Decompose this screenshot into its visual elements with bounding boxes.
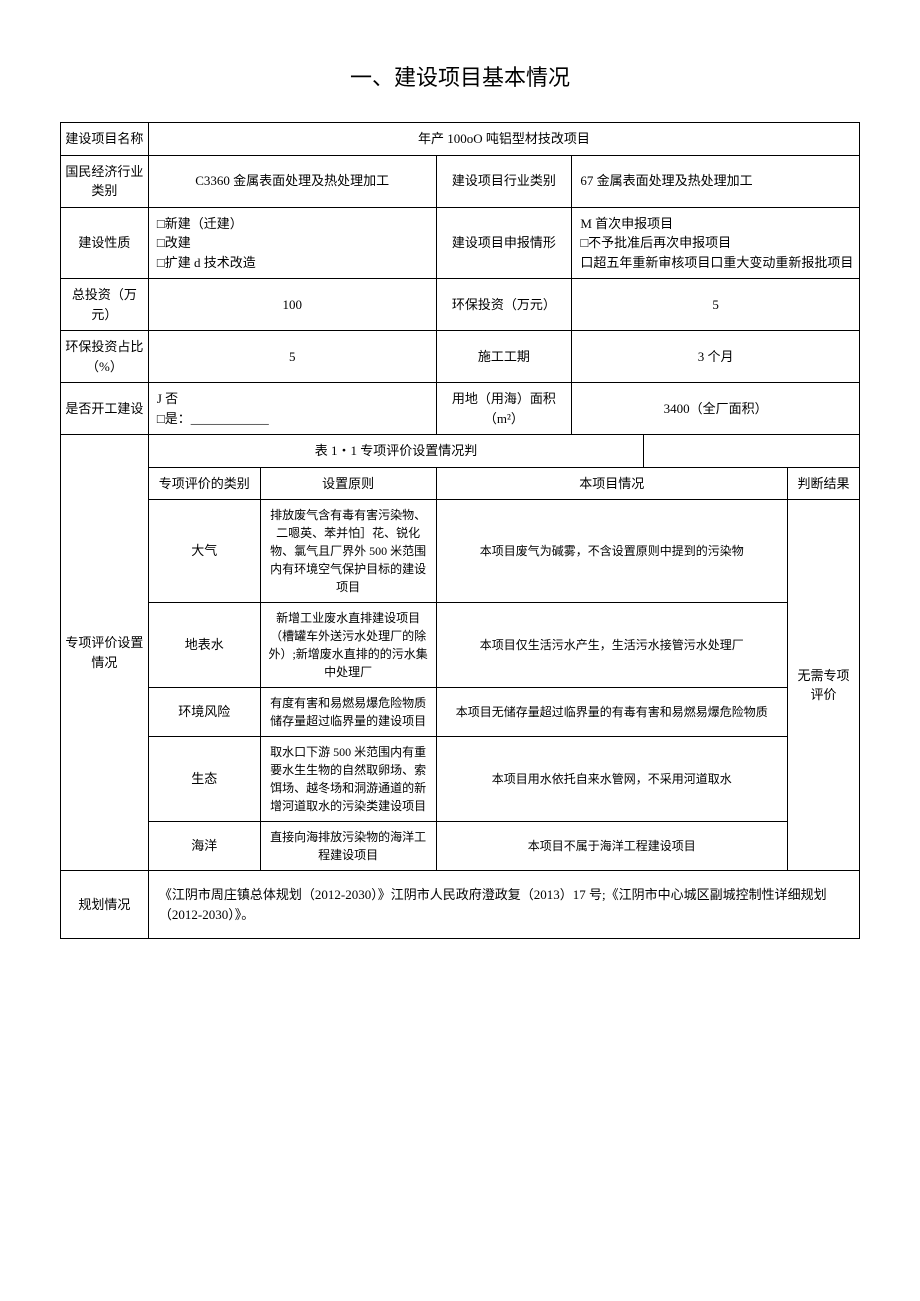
principle-air: 排放废气含有毒有害污染物、二嗯英、苯并怕］花、锐化物、氯气且厂界外 500 米范… xyxy=(260,500,436,603)
situation-air: 本项目废气为碱雾，不含设置原则中提到的污染物 xyxy=(436,500,788,603)
started-value: J 否 □是：____________ xyxy=(148,383,436,435)
col-situation: 本项目情况 xyxy=(436,467,788,500)
started-label: 是否开工建设 xyxy=(61,383,149,435)
planning-value: 《江阴市周庄镇总体规划（2012-2030）》江阴市人民政府澄政复（2013）1… xyxy=(148,871,859,939)
project-name-value: 年产 100oO 吨铝型材技改项目 xyxy=(148,123,859,156)
cat-risk: 环境风险 xyxy=(148,688,260,737)
cat-eco: 生态 xyxy=(148,737,260,822)
total-invest-label: 总投资（万元） xyxy=(61,279,149,331)
special-eval-side-label: 专项评价设置情况 xyxy=(61,435,149,871)
special-eval-title: 表 1・1 专项评价设置情况判 xyxy=(148,435,643,468)
col-result: 判断结果 xyxy=(788,467,860,500)
env-invest-label: 环保投资（万元） xyxy=(436,279,572,331)
industry-label: 国民经济行业类别 xyxy=(61,155,149,207)
result-value: 无需专项评价 xyxy=(788,500,860,871)
col-category: 专项评价的类别 xyxy=(148,467,260,500)
construction-period-value: 3 个月 xyxy=(572,331,860,383)
application-type-label: 建设项目申报情形 xyxy=(436,207,572,279)
principle-eco: 取水口下游 500 米范围内有重要水生生物的自然取卵场、索饵场、越冬场和洞游通道… xyxy=(260,737,436,822)
planning-label: 规划情况 xyxy=(61,871,149,939)
application-type-value: M 首次申报项目 □不予批准后再次申报项目 口超五年重新审核项目口重大变动重新报… xyxy=(572,207,860,279)
construction-nature-label: 建设性质 xyxy=(61,207,149,279)
industry-value: C3360 金属表面处理及热处理加工 xyxy=(148,155,436,207)
project-name-label: 建设项目名称 xyxy=(61,123,149,156)
empty-cell xyxy=(644,435,860,468)
land-area-label: 用地（用海）面积（m²） xyxy=(436,383,572,435)
env-ratio-label: 环保投资占比（%） xyxy=(61,331,149,383)
page-title: 一、建设项目基本情况 xyxy=(60,60,860,92)
situation-eco: 本项目用水依托自来水管网，不采用河道取水 xyxy=(436,737,788,822)
cat-water: 地表水 xyxy=(148,603,260,688)
total-invest-value: 100 xyxy=(148,279,436,331)
principle-water: 新增工业废水直排建设项目（槽罐车外送污水处理厂的除外）;新增废水直排的的污水集中… xyxy=(260,603,436,688)
construction-nature-value: □新建（迁建） □改建 □扩建 d 技术改造 xyxy=(148,207,436,279)
main-table: 建设项目名称 年产 100oO 吨铝型材技改项目 国民经济行业类别 C3360 … xyxy=(60,122,860,939)
construction-period-label: 施工工期 xyxy=(436,331,572,383)
cat-ocean: 海洋 xyxy=(148,822,260,871)
env-ratio-value: 5 xyxy=(148,331,436,383)
project-industry-value: 67 金属表面处理及热处理加工 xyxy=(572,155,860,207)
situation-risk: 本项目无储存量超过临界量的有毒有害和易燃易爆危险物质 xyxy=(436,688,788,737)
principle-ocean: 直接向海排放污染物的海洋工程建设项目 xyxy=(260,822,436,871)
principle-risk: 有度有害和易燃易爆危险物质储存量超过临界量的建设项目 xyxy=(260,688,436,737)
col-principle: 设置原则 xyxy=(260,467,436,500)
cat-air: 大气 xyxy=(148,500,260,603)
situation-ocean: 本项目不属于海洋工程建设项目 xyxy=(436,822,788,871)
project-industry-label: 建设项目行业类别 xyxy=(436,155,572,207)
land-area-value: 3400（全厂面积） xyxy=(572,383,860,435)
situation-water: 本项目仅生活污水产生，生活污水接管污水处理厂 xyxy=(436,603,788,688)
env-invest-value: 5 xyxy=(572,279,860,331)
